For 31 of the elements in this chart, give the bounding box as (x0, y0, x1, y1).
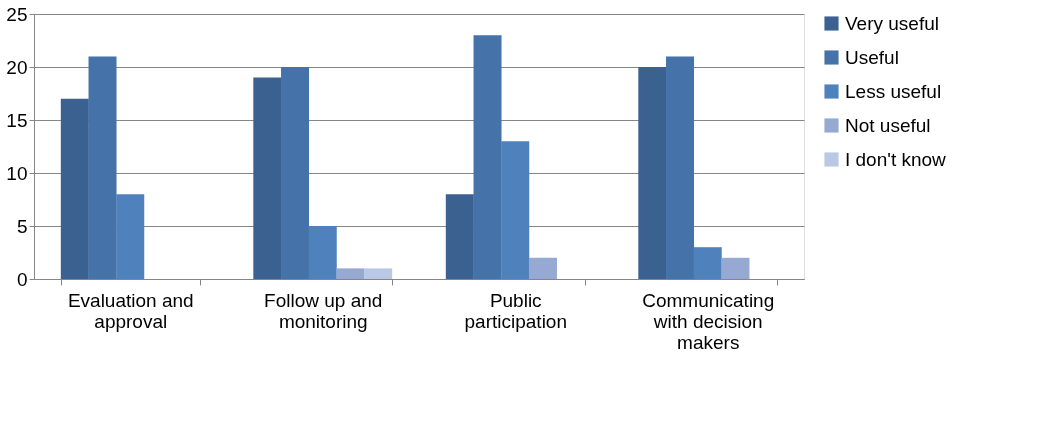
y-tick-label: 5 (16, 215, 28, 237)
bar (501, 141, 530, 279)
x-tick-label: Public participation (464, 289, 567, 332)
x-tick-label: Communicating with decision makers (642, 289, 775, 353)
y-tick-label: 0 (16, 268, 28, 290)
legend-label: Very useful (845, 12, 939, 34)
bar (60, 98, 89, 279)
bar (693, 247, 722, 279)
bar (721, 257, 750, 279)
legend-label: Less useful (845, 80, 942, 102)
x-tick-label: Follow up and monitoring (264, 289, 383, 332)
bar (336, 268, 365, 279)
bar (116, 194, 145, 279)
bar (528, 257, 557, 279)
y-tick-label: 25 (6, 3, 28, 25)
legend-label: Useful (845, 46, 899, 68)
bar (445, 194, 474, 279)
bar (281, 67, 310, 279)
y-tick-label: 15 (6, 109, 28, 131)
bar (473, 35, 502, 279)
bar (666, 56, 695, 279)
bar (308, 226, 337, 279)
bar (253, 77, 282, 279)
legend-label: Not useful (845, 114, 931, 136)
y-tick-label: 20 (6, 56, 28, 78)
bar (364, 268, 393, 279)
y-tick-label: 10 (6, 162, 28, 184)
x-tick-label: Evaluation and approval (67, 289, 194, 332)
bar (638, 67, 667, 279)
legend-label: I don't know (845, 148, 947, 170)
bar (88, 56, 117, 279)
